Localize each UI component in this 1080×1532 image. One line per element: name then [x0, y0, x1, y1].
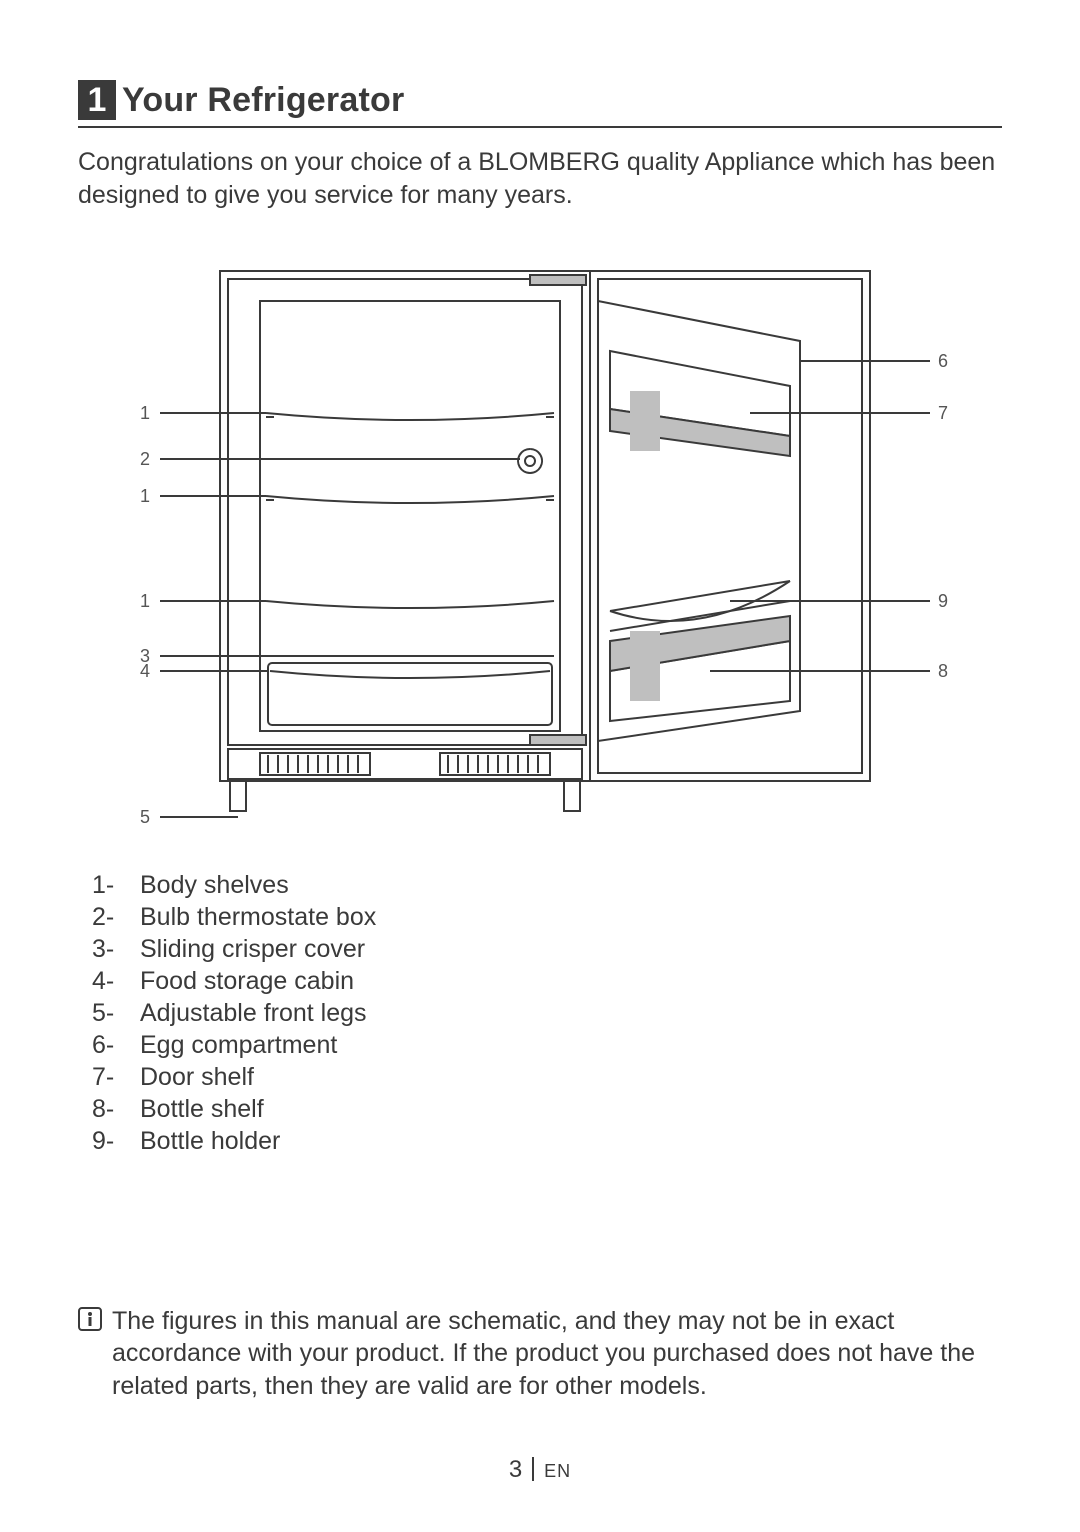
page-language: EN: [544, 1461, 571, 1482]
list-item: 4-Food storage cabin: [92, 965, 1002, 997]
part-text: Bulb thermostate box: [140, 901, 376, 933]
part-num: 2-: [92, 901, 140, 933]
list-item: 7-Door shelf: [92, 1061, 1002, 1093]
part-text: Body shelves: [140, 869, 289, 901]
part-text: Food storage cabin: [140, 965, 354, 997]
part-text: Adjustable front legs: [140, 997, 367, 1029]
list-item: 9-Bottle holder: [92, 1125, 1002, 1157]
parts-list: 1-Body shelves 2-Bulb thermostate box 3-…: [92, 869, 1002, 1157]
callout-right-3: 8: [938, 661, 948, 681]
list-item: 5-Adjustable front legs: [92, 997, 1002, 1029]
info-note: The figures in this manual are schematic…: [78, 1305, 1002, 1403]
callout-left-3: 1: [140, 591, 150, 611]
callout-left-5: 4: [140, 661, 150, 681]
callout-right-1: 7: [938, 403, 948, 423]
callout-left-6: 5: [140, 807, 150, 827]
section-number-box: 1: [78, 80, 116, 120]
refrigerator-diagram: 1 2 1 1 3 4 5 6 7 9 8: [78, 241, 1002, 841]
part-num: 9-: [92, 1125, 140, 1157]
page-number: 3: [509, 1456, 522, 1484]
list-item: 1-Body shelves: [92, 869, 1002, 901]
list-item: 8-Bottle shelf: [92, 1093, 1002, 1125]
part-text: Bottle shelf: [140, 1093, 264, 1125]
intro-paragraph: Congratulations on your choice of a BLOM…: [78, 146, 1002, 211]
footer-divider: [532, 1457, 534, 1481]
part-num: 3-: [92, 933, 140, 965]
callout-right-0: 6: [938, 351, 948, 371]
part-num: 6-: [92, 1029, 140, 1061]
part-num: 8-: [92, 1093, 140, 1125]
info-note-text: The figures in this manual are schematic…: [112, 1305, 1002, 1403]
section-title: Your Refrigerator: [122, 81, 404, 120]
part-num: 7-: [92, 1061, 140, 1093]
callout-left-2: 1: [140, 486, 150, 506]
list-item: 3-Sliding crisper cover: [92, 933, 1002, 965]
list-item: 6-Egg compartment: [92, 1029, 1002, 1061]
part-text: Bottle holder: [140, 1125, 280, 1157]
callout-left-1: 2: [140, 449, 150, 469]
callout-left-0: 1: [140, 403, 150, 423]
section-heading: 1 Your Refrigerator: [78, 80, 1002, 128]
part-num: 1-: [92, 869, 140, 901]
part-text: Sliding crisper cover: [140, 933, 365, 965]
part-num: 4-: [92, 965, 140, 997]
part-text: Door shelf: [140, 1061, 254, 1093]
section-number: 1: [88, 81, 107, 120]
part-num: 5-: [92, 997, 140, 1029]
part-text: Egg compartment: [140, 1029, 337, 1061]
page-footer: 3 EN: [0, 1453, 1080, 1484]
callout-right-2: 9: [938, 591, 948, 611]
info-icon: [78, 1307, 102, 1336]
list-item: 2-Bulb thermostate box: [92, 901, 1002, 933]
